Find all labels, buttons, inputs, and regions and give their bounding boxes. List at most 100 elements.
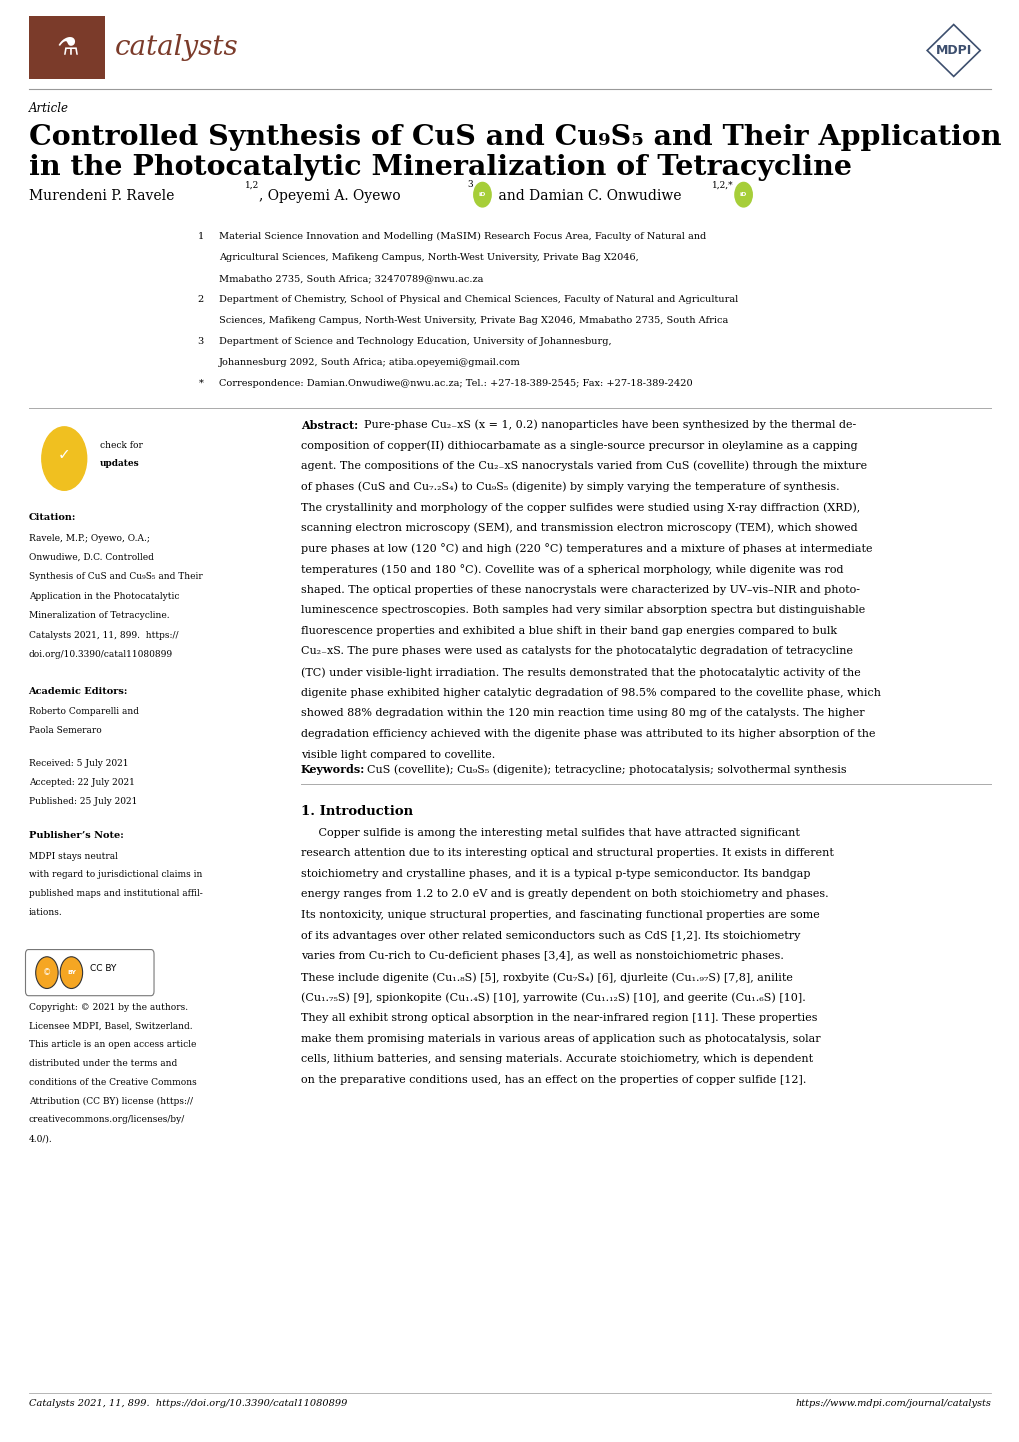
Text: varies from Cu-rich to Cu-deficient phases [3,4], as well as nonstoichiometric p: varies from Cu-rich to Cu-deficient phas…	[301, 952, 783, 962]
Text: Copyright: © 2021 by the authors.: Copyright: © 2021 by the authors.	[29, 1004, 187, 1012]
Text: https://www.mdpi.com/journal/catalysts: https://www.mdpi.com/journal/catalysts	[795, 1399, 990, 1407]
Text: Cu₂₋xS. The pure phases were used as catalysts for the photocatalytic degradatio: Cu₂₋xS. The pure phases were used as cat…	[301, 646, 852, 656]
Text: visible light compared to covellite.: visible light compared to covellite.	[301, 750, 494, 760]
Text: Keywords:: Keywords:	[301, 764, 365, 776]
Text: fluorescence properties and exhibited a blue shift in their band gap energies co: fluorescence properties and exhibited a …	[301, 626, 837, 636]
Text: 1. Introduction: 1. Introduction	[301, 805, 413, 818]
Text: They all exhibit strong optical absorption in the near-infrared region [11]. The: They all exhibit strong optical absorpti…	[301, 1014, 816, 1024]
Text: conditions of the Creative Commons: conditions of the Creative Commons	[29, 1079, 196, 1087]
Text: Agricultural Sciences, Mafikeng Campus, North-West University, Private Bag X2046: Agricultural Sciences, Mafikeng Campus, …	[219, 252, 639, 262]
Text: iD: iD	[478, 192, 486, 198]
Text: with regard to jurisdictional claims in: with regard to jurisdictional claims in	[29, 871, 202, 880]
Text: CuS (covellite); Cu₉S₅ (digenite); tetracycline; photocatalysis; solvothermal sy: CuS (covellite); Cu₉S₅ (digenite); tetra…	[367, 764, 846, 774]
Text: Application in the Photocatalytic: Application in the Photocatalytic	[29, 593, 179, 601]
Text: catalysts: catalysts	[115, 35, 238, 61]
Text: showed 88% degradation within the 120 min reaction time using 80 mg of the catal: showed 88% degradation within the 120 mi…	[301, 708, 864, 718]
Text: Department of Chemistry, School of Physical and Chemical Sciences, Faculty of Na: Department of Chemistry, School of Physi…	[219, 296, 738, 304]
Text: 1,2,*: 1,2,*	[711, 180, 733, 189]
Text: 1,2: 1,2	[245, 180, 259, 189]
Text: Licensee MDPI, Basel, Switzerland.: Licensee MDPI, Basel, Switzerland.	[29, 1022, 192, 1031]
Text: doi.org/10.3390/catal11080899: doi.org/10.3390/catal11080899	[29, 650, 172, 659]
Text: MDPI: MDPI	[934, 43, 971, 58]
Text: published maps and institutional affil-: published maps and institutional affil-	[29, 890, 202, 898]
Text: updates: updates	[100, 459, 140, 467]
Text: ©: ©	[43, 968, 51, 978]
Text: Academic Editors:: Academic Editors:	[29, 688, 127, 696]
Text: 4.0/).: 4.0/).	[29, 1135, 52, 1144]
Text: research attention due to its interesting optical and structural properties. It : research attention due to its interestin…	[301, 848, 833, 858]
Text: Publisher’s Note:: Publisher’s Note:	[29, 832, 123, 841]
Text: pure phases at low (120 °C) and high (220 °C) temperatures and a mixture of phas: pure phases at low (120 °C) and high (22…	[301, 544, 871, 554]
Text: on the preparative conditions used, has an effect on the properties of copper su: on the preparative conditions used, has …	[301, 1076, 805, 1084]
Circle shape	[36, 957, 58, 989]
Text: of phases (CuS and Cu₇.₂S₄) to Cu₉S₅ (digenite) by simply varying the temperatur: of phases (CuS and Cu₇.₂S₄) to Cu₉S₅ (di…	[301, 482, 839, 492]
Text: 1: 1	[198, 232, 204, 241]
Text: Correspondence: Damian.Onwudiwe@nwu.ac.za; Tel.: +27-18-389-2545; Fax: +27-18-38: Correspondence: Damian.Onwudiwe@nwu.ac.z…	[219, 379, 692, 388]
Circle shape	[474, 182, 491, 208]
Text: in the Photocatalytic Mineralization of Tetracycline: in the Photocatalytic Mineralization of …	[29, 154, 851, 182]
Text: digenite phase exhibited higher catalytic degradation of 98.5% compared to the c: digenite phase exhibited higher catalyti…	[301, 688, 880, 698]
Text: (TC) under visible-light irradiation. The results demonstrated that the photocat: (TC) under visible-light irradiation. Th…	[301, 668, 860, 678]
Text: Abstract:: Abstract:	[301, 420, 358, 431]
Text: distributed under the terms and: distributed under the terms and	[29, 1060, 176, 1069]
Text: Attribution (CC BY) license (https://: Attribution (CC BY) license (https://	[29, 1097, 193, 1106]
Text: cells, lithium batteries, and sensing materials. Accurate stoichiometry, which i: cells, lithium batteries, and sensing ma…	[301, 1054, 812, 1064]
Text: Received: 5 July 2021: Received: 5 July 2021	[29, 760, 128, 769]
Text: (Cu₁.₇₅S) [9], spionkopite (Cu₁.₄S) [10], yarrowite (Cu₁.₁₂S) [10], and geerite : (Cu₁.₇₅S) [9], spionkopite (Cu₁.₄S) [10]…	[301, 992, 805, 1004]
Text: degradation efficiency achieved with the digenite phase was attributed to its hi: degradation efficiency achieved with the…	[301, 730, 874, 738]
Text: Accepted: 22 July 2021: Accepted: 22 July 2021	[29, 779, 135, 787]
Text: Ravele, M.P.; Oyewo, O.A.;: Ravele, M.P.; Oyewo, O.A.;	[29, 534, 150, 542]
Text: creativecommons.org/licenses/by/: creativecommons.org/licenses/by/	[29, 1116, 184, 1125]
Text: temperatures (150 and 180 °C). Covellite was of a spherical morphology, while di: temperatures (150 and 180 °C). Covellite…	[301, 564, 843, 575]
Circle shape	[734, 182, 752, 208]
Text: Sciences, Mafikeng Campus, North-West University, Private Bag X2046, Mmabatho 27: Sciences, Mafikeng Campus, North-West Un…	[219, 316, 728, 324]
Text: Its nontoxicity, unique structural properties, and fascinating functional proper: Its nontoxicity, unique structural prope…	[301, 910, 819, 920]
Text: agent. The compositions of the Cu₂₋xS nanocrystals varied from CuS (covellite) t: agent. The compositions of the Cu₂₋xS na…	[301, 461, 866, 472]
Text: Mmabatho 2735, South Africa; 32470789@nwu.ac.za: Mmabatho 2735, South Africa; 32470789@nw…	[219, 274, 483, 283]
Text: Synthesis of CuS and Cu₉S₅ and Their: Synthesis of CuS and Cu₉S₅ and Their	[29, 572, 202, 581]
Text: MDPI stays neutral: MDPI stays neutral	[29, 852, 117, 861]
Text: Pure-phase Cu₂₋xS (x = 1, 0.2) nanoparticles have been synthesized by the therma: Pure-phase Cu₂₋xS (x = 1, 0.2) nanoparti…	[364, 420, 856, 430]
Text: ⚗: ⚗	[56, 36, 78, 59]
Text: The crystallinity and morphology of the copper sulfides were studied using X-ray: The crystallinity and morphology of the …	[301, 502, 859, 513]
Text: and Damian C. Onwudiwe: and Damian C. Onwudiwe	[493, 189, 685, 203]
Bar	[29, 16, 105, 79]
Text: energy ranges from 1.2 to 2.0 eV and is greatly dependent on both stoichiometry : energy ranges from 1.2 to 2.0 eV and is …	[301, 890, 827, 900]
Text: CC BY: CC BY	[90, 965, 116, 973]
Text: iations.: iations.	[29, 908, 62, 917]
Text: Controlled Synthesis of CuS and Cu₉S₅ and Their Application: Controlled Synthesis of CuS and Cu₉S₅ an…	[29, 124, 1000, 151]
Polygon shape	[926, 25, 979, 76]
Text: Murendeni P. Ravele: Murendeni P. Ravele	[29, 189, 178, 203]
Text: Paola Semeraro: Paola Semeraro	[29, 727, 101, 735]
Text: This article is an open access article: This article is an open access article	[29, 1041, 196, 1050]
Circle shape	[60, 957, 83, 989]
Text: scanning electron microscopy (SEM), and transmission electron microscopy (TEM), : scanning electron microscopy (SEM), and …	[301, 523, 857, 534]
Text: Roberto Comparelli and: Roberto Comparelli and	[29, 708, 139, 717]
Text: Johannesburg 2092, South Africa; atiba.opeyemi@gmail.com: Johannesburg 2092, South Africa; atiba.o…	[219, 358, 521, 366]
Text: Onwudiwe, D.C. Controlled: Onwudiwe, D.C. Controlled	[29, 554, 153, 562]
FancyBboxPatch shape	[25, 950, 154, 996]
Text: Catalysts 2021, 11, 899.  https://doi.org/10.3390/catal11080899: Catalysts 2021, 11, 899. https://doi.org…	[29, 1399, 346, 1407]
Text: Citation:: Citation:	[29, 513, 75, 522]
Text: BY: BY	[67, 970, 75, 975]
Text: 2: 2	[198, 296, 204, 304]
Text: Published: 25 July 2021: Published: 25 July 2021	[29, 797, 137, 806]
Text: 3: 3	[467, 180, 473, 189]
Circle shape	[42, 427, 87, 490]
Text: Mineralization of Tetracycline.: Mineralization of Tetracycline.	[29, 611, 169, 620]
Text: stoichiometry and crystalline phases, and it is a typical p-type semiconductor. : stoichiometry and crystalline phases, an…	[301, 870, 810, 878]
Text: ✓: ✓	[58, 447, 70, 461]
Text: make them promising materials in various areas of application such as photocatal: make them promising materials in various…	[301, 1034, 819, 1044]
Text: Material Science Innovation and Modelling (MaSIM) Research Focus Area, Faculty o: Material Science Innovation and Modellin…	[219, 232, 706, 241]
Text: of its advantages over other related semiconductors such as CdS [1,2]. Its stoic: of its advantages over other related sem…	[301, 930, 800, 940]
Text: Department of Science and Technology Education, University of Johannesburg,: Department of Science and Technology Edu…	[219, 337, 611, 346]
Text: iD: iD	[739, 192, 747, 198]
Text: *: *	[199, 379, 204, 388]
Text: Article: Article	[29, 102, 68, 115]
Text: composition of copper(II) dithiocarbamate as a single-source precursor in oleyla: composition of copper(II) dithiocarbamat…	[301, 440, 857, 451]
Text: These include digenite (Cu₁.₈S) [5], roxbyite (Cu₇S₄) [6], djurleite (Cu₁.₉₇S) [: These include digenite (Cu₁.₈S) [5], rox…	[301, 972, 792, 982]
Text: check for: check for	[100, 441, 143, 450]
Text: luminescence spectroscopies. Both samples had very similar absorption spectra bu: luminescence spectroscopies. Both sample…	[301, 606, 864, 616]
Text: shaped. The optical properties of these nanocrystals were characterized by UV–vi: shaped. The optical properties of these …	[301, 584, 859, 594]
Text: Copper sulfide is among the interesting metal sulfides that have attracted signi: Copper sulfide is among the interesting …	[301, 828, 799, 838]
